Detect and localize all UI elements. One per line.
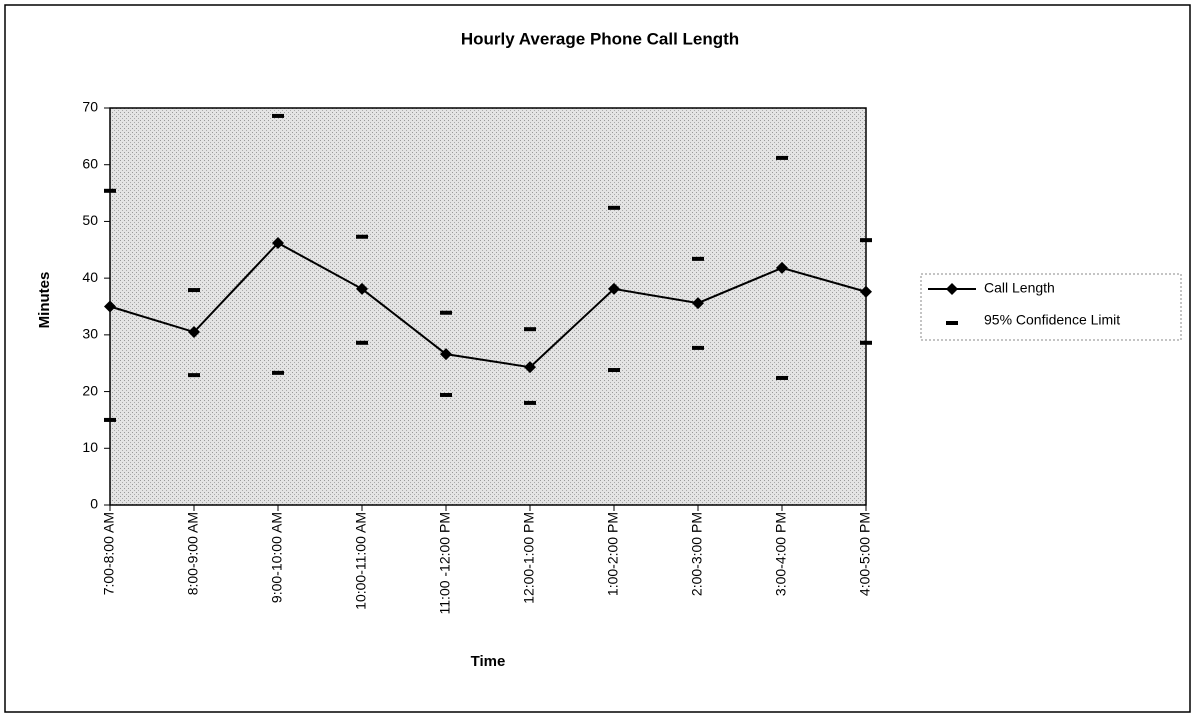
legend-marker [946,321,958,325]
x-axis-title: Time [471,653,506,670]
x-tick-label: 11:00 -12:00 PM [437,512,453,614]
confidence-limit [188,288,200,293]
x-tick-label: 10:00-11:00 AM [353,512,369,610]
confidence-limit [776,375,788,380]
marker [440,348,452,361]
x-tick-label: 8:00-9:00 AM [185,512,201,595]
y-tick-label: 40 [82,269,98,285]
confidence-limit [272,113,284,118]
chart-title: Hourly Average Phone Call Length [461,29,739,48]
plot-area [109,107,867,506]
confidence-limit [356,234,368,239]
marker [356,282,368,295]
legend-label: Call Length [984,280,1055,296]
confidence-limit [692,256,704,261]
confidence-limit [692,345,704,350]
confidence-limit [860,238,872,243]
confidence-limit [524,327,536,332]
x-tick-label: 4:00-5:00 PM [857,512,873,596]
marker [272,236,284,249]
marker [860,285,872,298]
legend [920,273,1182,341]
y-tick-label: 0 [90,496,98,512]
marker [188,326,200,339]
confidence-limit [356,340,368,345]
x-tick-label: 9:00-10:00 AM [269,512,285,603]
marker [608,282,620,295]
marker [946,283,958,295]
line-series [109,241,867,369]
marker [524,361,536,374]
y-axis-title: Minutes [36,272,53,329]
y-tick-label: 20 [82,382,98,398]
confidence-limit [524,400,536,405]
x-tick-label: 12:00-1:00 PM [521,512,537,604]
x-tick-label: 2:00-3:00 PM [689,512,705,596]
confidence-limit [104,188,116,193]
marker [692,297,704,310]
marker [104,300,116,313]
y-tick-label: 10 [82,439,98,455]
confidence-limit [608,205,620,210]
confidence-limit [272,370,284,375]
confidence-limit [860,340,872,345]
x-tick-label: 7:00-8:00 AM [101,512,117,595]
x-tick-label: 3:00-4:00 PM [773,512,789,596]
y-tick-label: 60 [82,155,98,171]
y-tick-label: 50 [82,212,98,228]
confidence-limit [188,373,200,378]
confidence-limit [104,417,116,422]
marker [776,261,788,274]
legend-label: 95% Confidence Limit [984,312,1120,328]
confidence-limit [608,368,620,373]
confidence-limit [776,155,788,160]
y-tick-label: 70 [82,99,98,115]
confidence-limit [440,310,452,315]
x-tick-label: 1:00-2:00 PM [605,512,621,596]
y-tick-label: 30 [82,326,98,342]
confidence-limit [440,392,452,397]
